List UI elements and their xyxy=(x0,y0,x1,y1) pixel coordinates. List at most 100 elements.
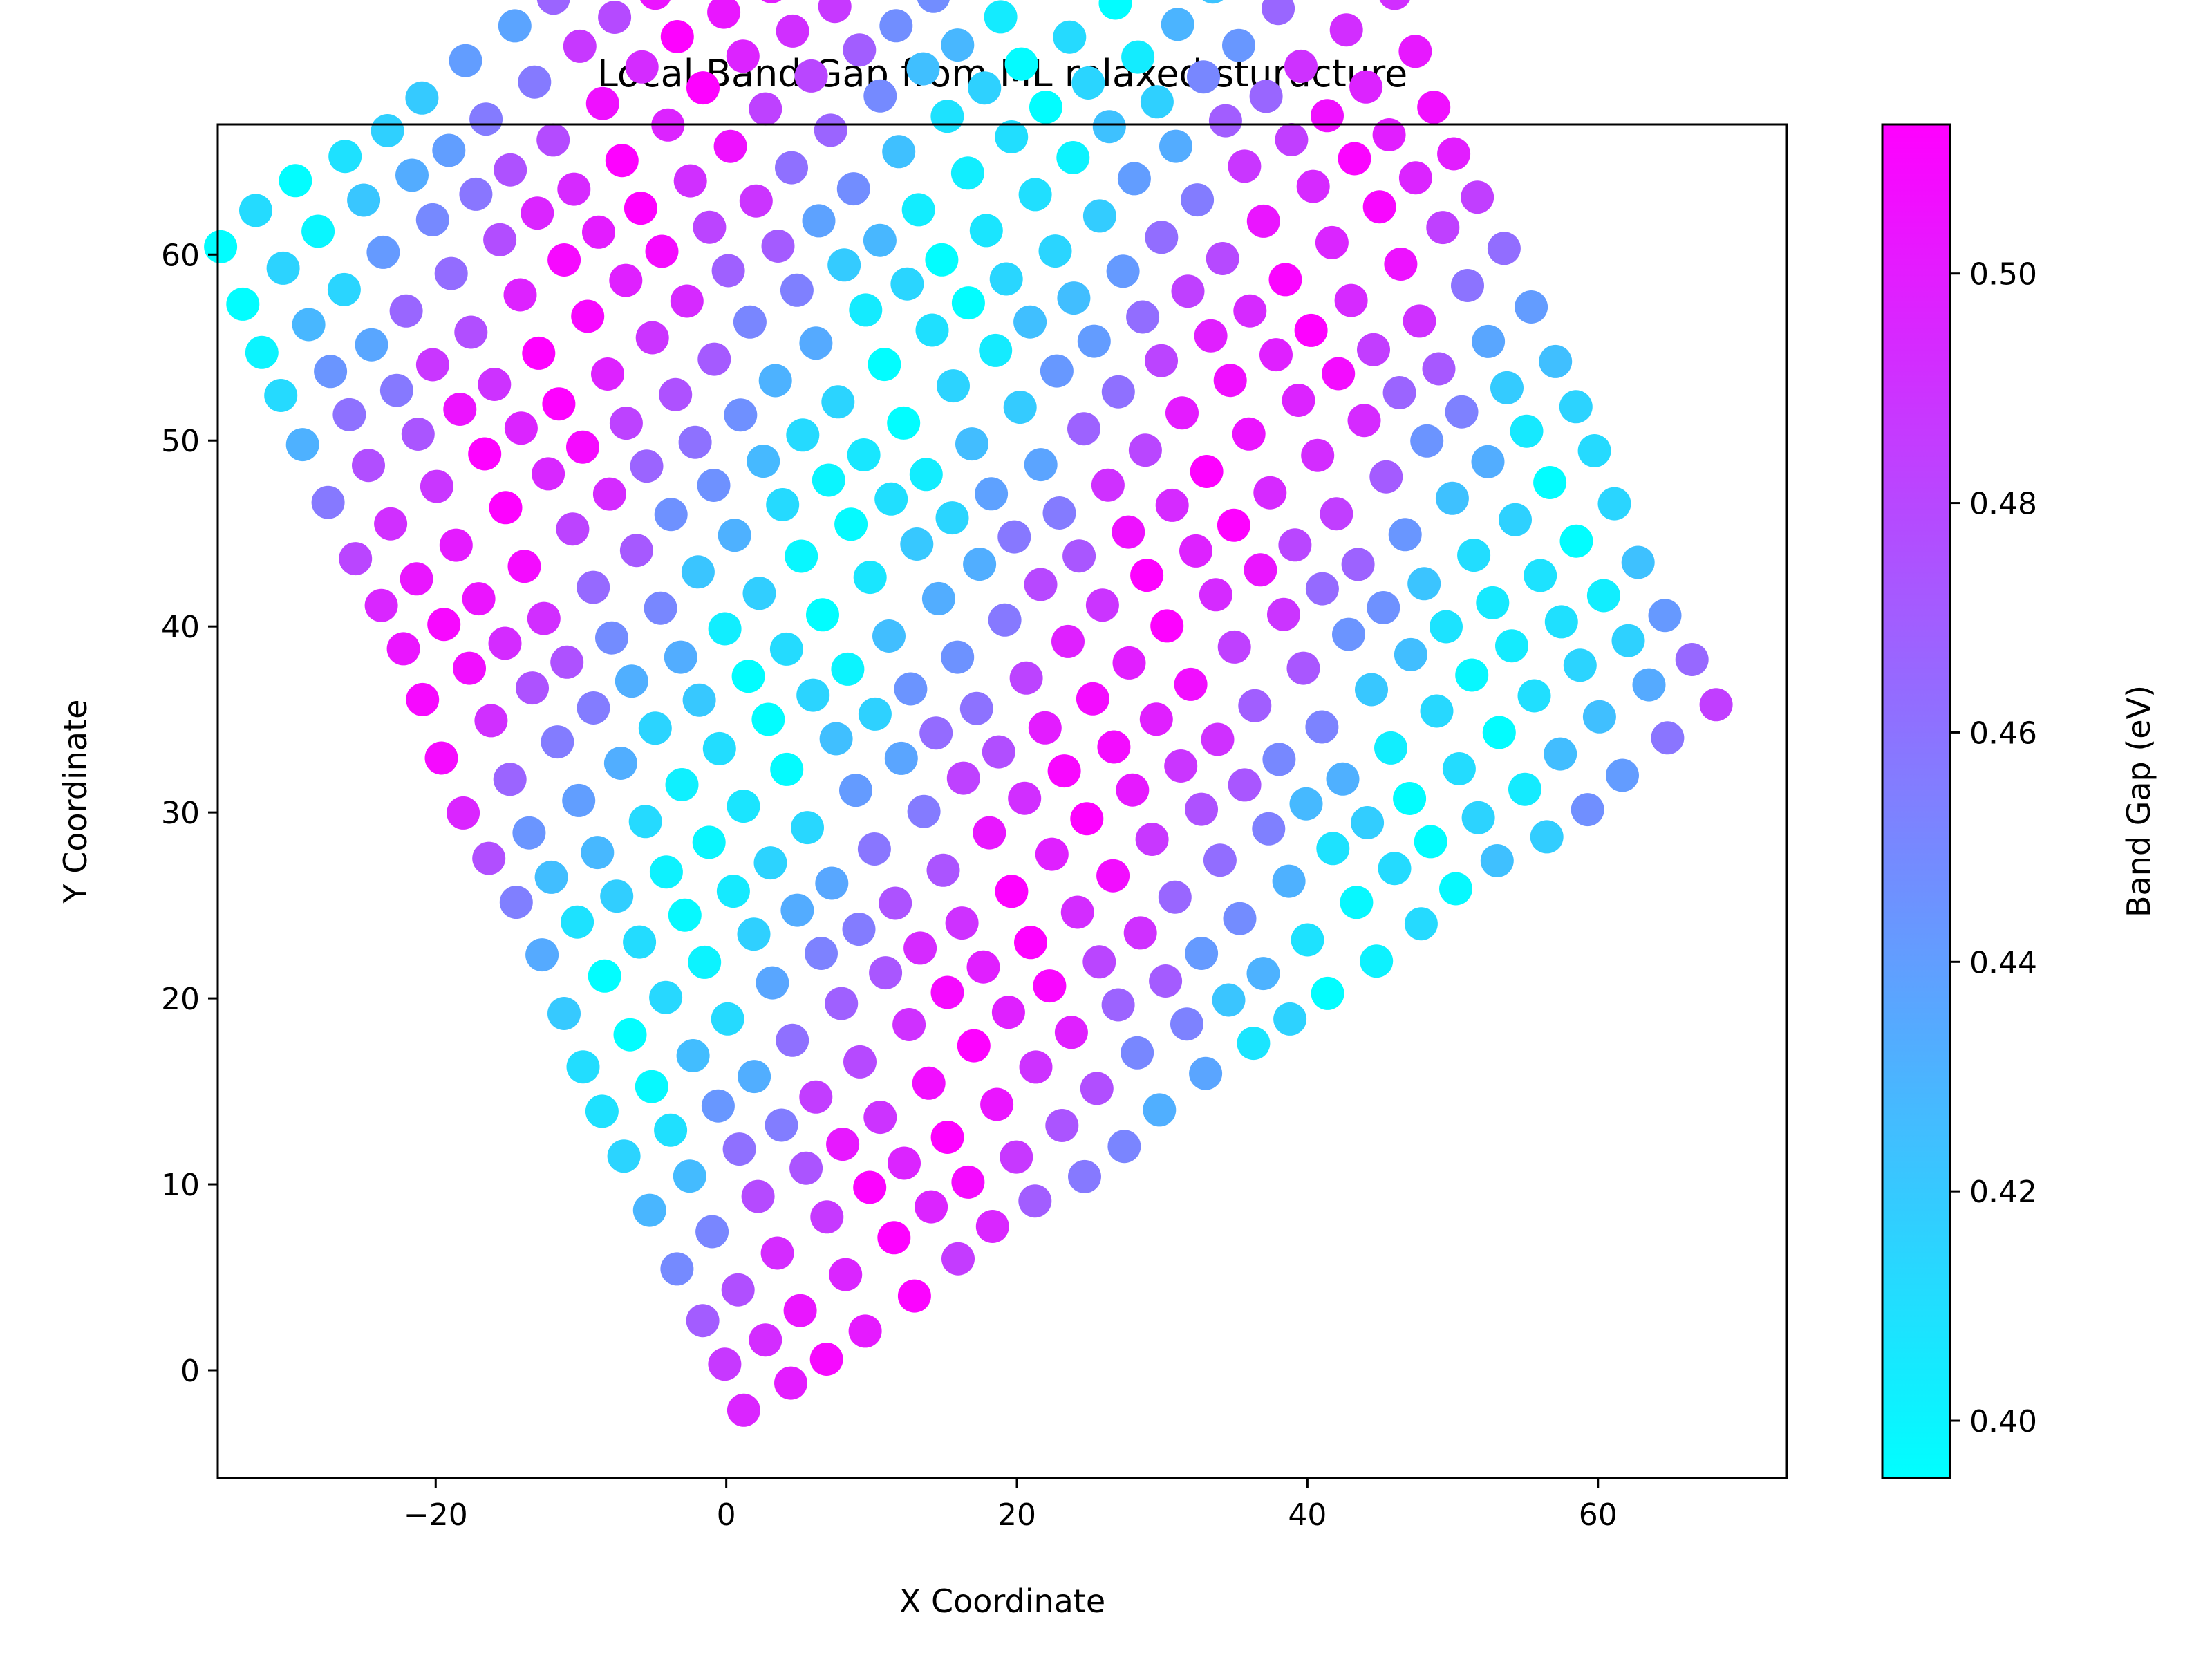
scatter-point xyxy=(1217,508,1250,542)
scatter-point xyxy=(525,938,559,972)
scatter-point xyxy=(945,906,979,940)
scatter-point xyxy=(557,172,591,206)
scatter-point xyxy=(863,1101,897,1135)
scatter-point xyxy=(783,1294,817,1327)
scatter-point xyxy=(1135,823,1169,856)
scatter-point xyxy=(809,1343,843,1376)
scatter-point xyxy=(989,262,1023,296)
scatter-point xyxy=(1139,702,1173,736)
scatter-point xyxy=(1222,28,1255,62)
scatter-point xyxy=(975,477,1009,511)
scatter-point xyxy=(1000,1140,1033,1174)
scatter-point xyxy=(1403,304,1436,338)
scatter-point xyxy=(1161,8,1194,41)
scatter-point xyxy=(975,1210,1009,1243)
scatter-point xyxy=(347,183,381,217)
scatter-point xyxy=(1326,762,1360,796)
scatter-point xyxy=(1170,1007,1203,1041)
scatter-point xyxy=(588,959,621,993)
scatter-point xyxy=(1057,281,1091,315)
scatter-point xyxy=(738,1060,771,1094)
scatter-point xyxy=(1237,1027,1271,1061)
y-tick-label: 10 xyxy=(161,1168,200,1203)
colorbar xyxy=(1882,124,1950,1478)
scatter-point xyxy=(1539,344,1573,378)
scatter-point xyxy=(733,305,767,339)
scatter-point xyxy=(556,512,590,546)
scatter-point xyxy=(722,1132,756,1166)
scatter-point xyxy=(550,645,584,679)
scatter-point xyxy=(635,321,669,355)
scatter-point xyxy=(751,702,785,736)
points-layer xyxy=(204,0,1733,1427)
y-axis: 0 10 20 30 40 50 60 xyxy=(161,238,218,1389)
scatter-point xyxy=(1042,496,1076,530)
scatter-point xyxy=(494,153,527,187)
scatter-point xyxy=(649,980,683,1014)
y-tick-label: 30 xyxy=(161,796,200,831)
scatter-point xyxy=(1378,852,1412,886)
scatter-point xyxy=(749,1323,782,1357)
scatter-point xyxy=(1068,1159,1101,1193)
scatter-point xyxy=(1047,754,1081,788)
scatter-point xyxy=(1128,433,1162,467)
scatter-point xyxy=(1199,578,1232,612)
scatter-point xyxy=(1461,180,1494,214)
scatter-point xyxy=(791,811,824,845)
scatter-point xyxy=(585,1094,619,1128)
scatter-point xyxy=(499,886,533,919)
scatter-point xyxy=(1121,1036,1154,1070)
scatter-point xyxy=(536,0,570,15)
scatter-point xyxy=(1487,232,1521,265)
scatter-point xyxy=(1490,371,1524,404)
scatter-point xyxy=(582,215,615,249)
scatter-point xyxy=(1171,274,1205,308)
scatter-point xyxy=(869,956,903,990)
scatter-point xyxy=(1442,752,1476,785)
scatter-point xyxy=(1455,658,1489,692)
scatter-point xyxy=(842,913,876,946)
scatter-point xyxy=(906,52,940,86)
scatter-point xyxy=(660,20,694,53)
scatter-point xyxy=(1372,118,1406,151)
scatter-point xyxy=(355,328,388,362)
scatter-point xyxy=(609,263,643,297)
scatter-point xyxy=(1208,104,1242,138)
scatter-point xyxy=(774,1366,807,1400)
scatter-point xyxy=(1316,832,1350,866)
scatter-point xyxy=(1045,1109,1079,1142)
scatter-point xyxy=(609,407,643,440)
scatter-point xyxy=(721,1273,755,1307)
scatter-point xyxy=(799,326,833,360)
scatter-point xyxy=(1121,40,1155,74)
scatter-point xyxy=(776,14,809,48)
scatter-point xyxy=(532,457,565,491)
scatter-point xyxy=(796,678,830,712)
scatter-point xyxy=(1143,1093,1177,1127)
scatter-point xyxy=(747,445,780,478)
scatter-point xyxy=(1140,85,1174,119)
scatter-point xyxy=(1181,183,1215,217)
scatter-point xyxy=(770,752,804,786)
scatter-point xyxy=(708,1347,742,1381)
scatter-point xyxy=(625,50,659,84)
scatter-point xyxy=(640,0,671,10)
scatter-point xyxy=(1159,129,1192,163)
scatter-point xyxy=(1185,792,1218,826)
scatter-point xyxy=(941,640,975,674)
scatter-point xyxy=(935,501,969,535)
scatter-point xyxy=(1384,248,1418,281)
scatter-point xyxy=(897,1279,931,1313)
scatter-point xyxy=(449,44,482,77)
scatter-point xyxy=(727,790,760,823)
scatter-point xyxy=(686,1304,720,1338)
scatter-point xyxy=(853,1170,887,1204)
scatter-point xyxy=(266,251,300,285)
scatter-point xyxy=(1268,263,1302,297)
scatter-point xyxy=(805,937,838,970)
scatter-point xyxy=(585,86,619,120)
scatter-point xyxy=(1471,445,1505,478)
scatter-point xyxy=(1349,70,1383,104)
scatter-point xyxy=(849,293,883,327)
colorbar-tick-label: 0.44 xyxy=(1969,945,2037,980)
